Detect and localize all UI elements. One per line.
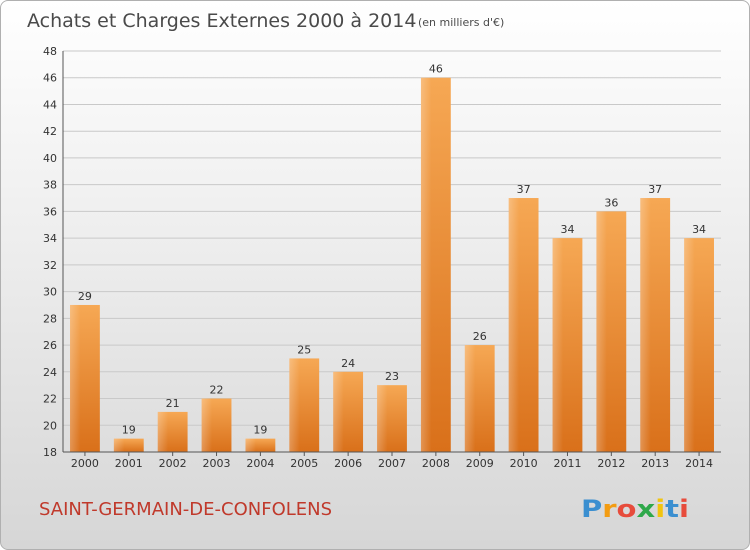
x-tick-label: 2007 [378,457,406,470]
bar-highlight [157,411,169,452]
grid-lines [63,50,721,453]
y-tick-label: 44 [43,98,57,111]
value-label: 26 [473,330,487,343]
x-tick-label: 2008 [422,457,450,470]
y-tick-label: 46 [43,72,57,85]
x-tick-label: 2000 [71,457,99,470]
y-tick-label: 22 [43,393,57,406]
value-label: 23 [385,370,399,383]
x-tick-label: 2011 [553,457,581,470]
bar-highlight [377,385,388,452]
x-tick-label: 2012 [597,457,625,470]
bar-highlight [201,398,213,452]
bar-highlight [640,198,651,452]
bar-highlight [245,438,256,452]
bar-highlight [508,198,520,452]
x-tick-label: 2010 [510,457,538,470]
value-label: 36 [604,196,618,209]
y-tick-label: 38 [43,179,57,192]
x-tick-label: 2002 [159,457,187,470]
bar-highlight [552,238,563,452]
value-label: 34 [560,223,574,236]
value-label: 19 [253,424,267,437]
y-tick-label: 26 [43,339,57,352]
y-tick-label: 40 [43,152,57,165]
y-tick-label: 30 [43,286,57,299]
bar-highlight [420,77,432,452]
y-tick-label: 32 [43,259,57,272]
y-tick-label: 48 [43,45,57,58]
x-tick-label: 2009 [466,457,494,470]
x-tick-label: 2004 [246,457,274,470]
y-tick-label: 24 [43,366,57,379]
x-tick-label: 2001 [115,457,143,470]
value-label: 25 [297,343,311,356]
y-tick-label: 36 [43,205,57,218]
x-tick-label: 2013 [641,457,669,470]
x-tick-label: 2014 [685,457,713,470]
value-label: 21 [166,397,180,410]
commune-name: SAINT-GERMAIN-DE-CONFOLENS [39,499,332,520]
value-label: 22 [210,384,224,397]
y-tick-label: 42 [43,125,57,138]
bar-highlight [70,304,81,452]
value-label: 46 [429,63,443,76]
value-label: 24 [341,357,355,370]
bars: 29 19 21 22 19 25 24 23 46 26 37 34 36 37 34 [70,63,714,452]
value-label: 34 [692,223,706,236]
y-tick-label: 34 [43,232,57,245]
value-label: 37 [648,183,662,196]
axes: 18 20 22 24 26 28 30 32 34 36 38 40 42 44 46 48 2000 2001… [43,45,721,470]
bar-highlight [464,345,476,452]
chart-subtitle: (en milliers d'€) [418,16,504,29]
chart-title: Achats et Charges Externes 2000 à 2014 [27,10,416,32]
x-tick-label: 2003 [203,457,231,470]
value-label: 19 [122,424,136,437]
bar-highlight [684,238,695,452]
bar-highlight [113,438,125,452]
value-label: 37 [517,183,531,196]
y-tick-label: 20 [43,419,57,432]
value-label: 29 [78,290,92,303]
bar-highlight [596,211,607,452]
bar-highlight [333,371,344,452]
y-tick-label: 18 [43,446,57,459]
x-tick-label: 2005 [290,457,318,470]
x-tick-label: 2006 [334,457,362,470]
bar-highlight [289,358,300,452]
y-tick-label: 28 [43,312,57,325]
